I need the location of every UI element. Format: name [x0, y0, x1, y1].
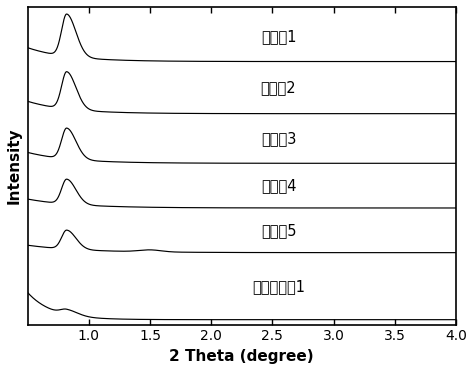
Text: 实施例3: 实施例3: [261, 131, 296, 146]
Text: 实施例2: 实施例2: [261, 80, 296, 95]
Text: 实施例4: 实施例4: [261, 178, 296, 193]
X-axis label: 2 Theta (degree): 2 Theta (degree): [170, 349, 314, 364]
Text: 对比实施例1: 对比实施例1: [252, 279, 305, 294]
Text: 实施例1: 实施例1: [261, 29, 296, 44]
Text: 实施例5: 实施例5: [261, 223, 296, 238]
Y-axis label: Intensity: Intensity: [7, 128, 22, 204]
